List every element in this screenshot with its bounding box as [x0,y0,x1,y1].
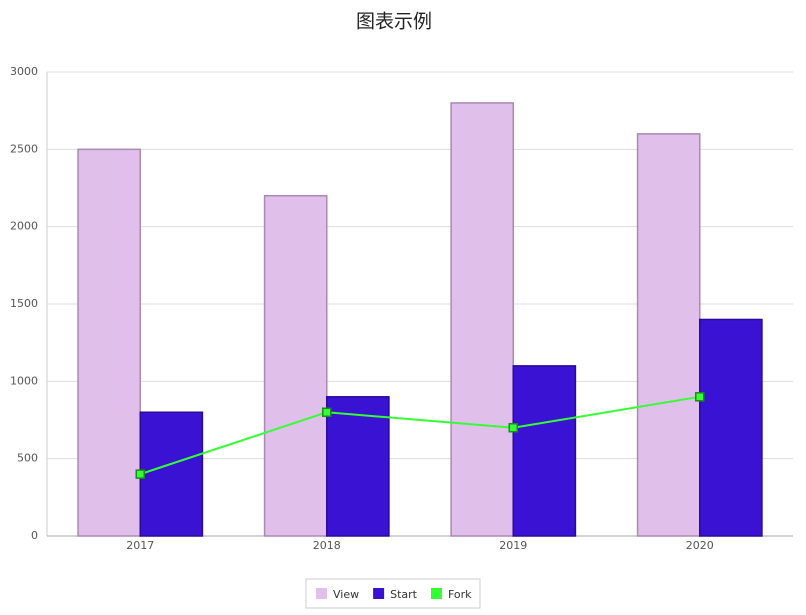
bar [77,148,142,537]
y-tick-label: 1000 [10,374,38,387]
chart-title: 图表示例 [356,11,432,33]
legend-box [305,578,481,609]
legend: View Start Fork [305,578,481,609]
y-tick-label: 3000 [10,65,38,78]
x-tick-label: 2018 [313,539,341,552]
legend-label: View [333,588,359,601]
y-tick-label: 2000 [10,220,38,233]
line-marker [322,407,332,418]
bar [326,396,390,537]
x-tick-label: 2019 [499,539,527,552]
legend-swatch [430,588,442,599]
line-marker [508,422,518,433]
bar [636,133,701,537]
x-tick-label: 2020 [686,539,714,552]
y-tick-label: 500 [17,452,38,465]
bar [263,194,328,537]
bar [139,411,204,537]
line-marker [695,392,705,402]
legend-label: Start [390,588,418,601]
legend-swatch [373,588,385,599]
x-tick-label: 2017 [126,539,154,552]
line [139,395,700,476]
bar [699,318,763,537]
y-tick-label: 2500 [10,142,38,155]
legend-label: Fork [448,588,472,601]
bar [512,365,577,537]
y-tick-label: 1500 [10,297,38,310]
y-tick-label: 0 [31,529,38,542]
bar [450,102,515,537]
line-marker [135,469,145,479]
legend-swatch [316,588,327,599]
